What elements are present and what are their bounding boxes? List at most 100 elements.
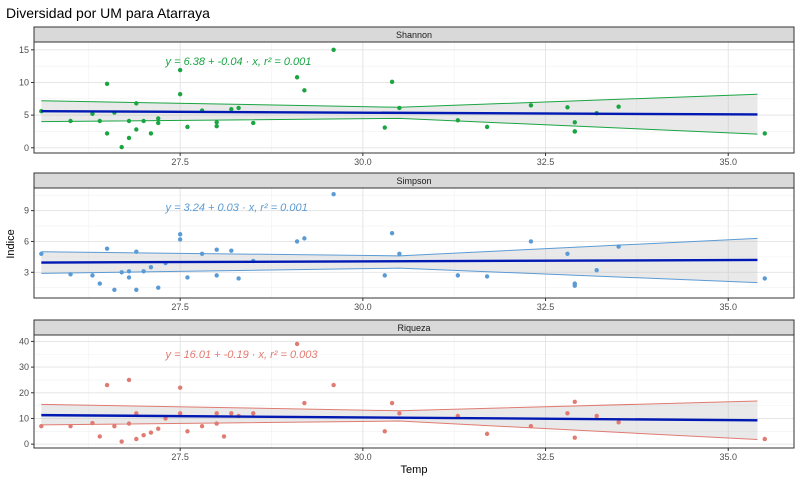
data-point (104, 81, 110, 86)
data-point (148, 131, 154, 136)
data-point (302, 88, 307, 93)
data-point (126, 135, 132, 141)
data-point (68, 272, 73, 277)
y-tick-label: 10 (19, 413, 29, 423)
y-tick-label: 40 (19, 336, 29, 346)
x-tick-label: 30.0 (354, 452, 372, 462)
x-tick-label: 32.5 (537, 302, 555, 312)
data-point (528, 239, 534, 244)
data-point (68, 423, 73, 429)
y-tick-label: 0 (24, 439, 29, 449)
data-point (389, 231, 395, 236)
regression-line (41, 258, 758, 264)
data-point (251, 411, 256, 416)
data-point (565, 105, 570, 110)
data-point (104, 246, 110, 251)
y-tick-label: 3 (24, 267, 29, 277)
data-point (762, 276, 767, 281)
data-point (302, 400, 307, 406)
panel-border (33, 41, 795, 154)
data-point (397, 105, 402, 111)
data-point (90, 420, 95, 426)
data-point (156, 285, 161, 290)
y-tick-label: 5 (24, 110, 29, 120)
x-tick-label: 27.5 (171, 452, 189, 462)
data-point (565, 411, 570, 416)
data-point (148, 264, 154, 270)
data-point (199, 251, 205, 256)
data-point (141, 432, 146, 438)
data-point (389, 400, 395, 406)
data-point (134, 249, 139, 254)
data-point (39, 251, 44, 256)
data-point (177, 92, 183, 97)
data-point (119, 144, 124, 150)
data-point (251, 120, 256, 126)
data-point (177, 411, 183, 416)
regression-line (41, 413, 758, 422)
data-point (528, 423, 534, 429)
data-point (112, 423, 117, 429)
data-point (97, 281, 102, 286)
data-point (199, 423, 205, 429)
x-tick-label: 30.0 (354, 302, 372, 312)
y-tick-label: 30 (19, 362, 29, 372)
panel-simpson: Simpson y = 3.24 + 0.03 · x, r² = 0.001 3 6… (24, 172, 795, 312)
data-point (221, 434, 227, 439)
x-tick-label: 35.0 (719, 157, 737, 167)
y-tick-label: 6 (24, 236, 29, 246)
data-point (484, 124, 490, 130)
data-point (126, 118, 132, 124)
data-point (90, 273, 95, 278)
data-point (185, 124, 190, 130)
y-tick-label: 20 (19, 388, 29, 398)
data-point (382, 429, 387, 434)
facet-strip-label: Shannon (396, 30, 432, 40)
data-point (126, 275, 132, 280)
x-tick-label: 27.5 (171, 157, 189, 167)
data-point (177, 237, 183, 242)
data-point (134, 411, 139, 416)
data-point (119, 270, 124, 275)
data-point (97, 434, 102, 439)
data-point (104, 131, 110, 136)
data-point (177, 67, 183, 73)
data-point (294, 75, 300, 80)
data-point (104, 382, 110, 388)
data-point (214, 273, 219, 278)
data-point (126, 377, 132, 383)
band-lower-line (41, 420, 758, 441)
data-point (134, 127, 139, 132)
data-point (455, 273, 461, 278)
panel-border (33, 334, 795, 449)
band-lower-line (41, 117, 758, 135)
chart-title: Diversidad por UM para Atarraya (6, 5, 210, 21)
data-point (389, 79, 395, 85)
data-point (762, 436, 767, 442)
data-point (229, 248, 234, 253)
data-point (331, 191, 336, 197)
data-point (68, 118, 73, 124)
data-point (156, 116, 161, 121)
panel-riqueza: Riqueza y = 16.01 + -0.19 · x, r² = 0.003… (19, 319, 795, 462)
regression-line (41, 110, 758, 116)
data-point (134, 287, 139, 292)
data-point (141, 269, 146, 274)
regression-equation: y = 16.01 + -0.19 · x, r² = 0.003 (165, 349, 319, 361)
data-point (616, 420, 621, 425)
data-point (572, 129, 577, 134)
data-point (565, 251, 570, 256)
data-point (112, 287, 117, 292)
data-point (236, 276, 241, 281)
data-point (214, 120, 219, 125)
data-point (141, 118, 146, 124)
data-point (572, 281, 577, 286)
data-point (134, 436, 139, 442)
data-point (397, 411, 402, 416)
data-point (616, 244, 621, 249)
data-point (156, 426, 161, 431)
y-tick-label: 15 (19, 45, 29, 55)
data-point (616, 104, 621, 109)
band-upper-line (41, 400, 758, 412)
data-point (302, 236, 307, 241)
